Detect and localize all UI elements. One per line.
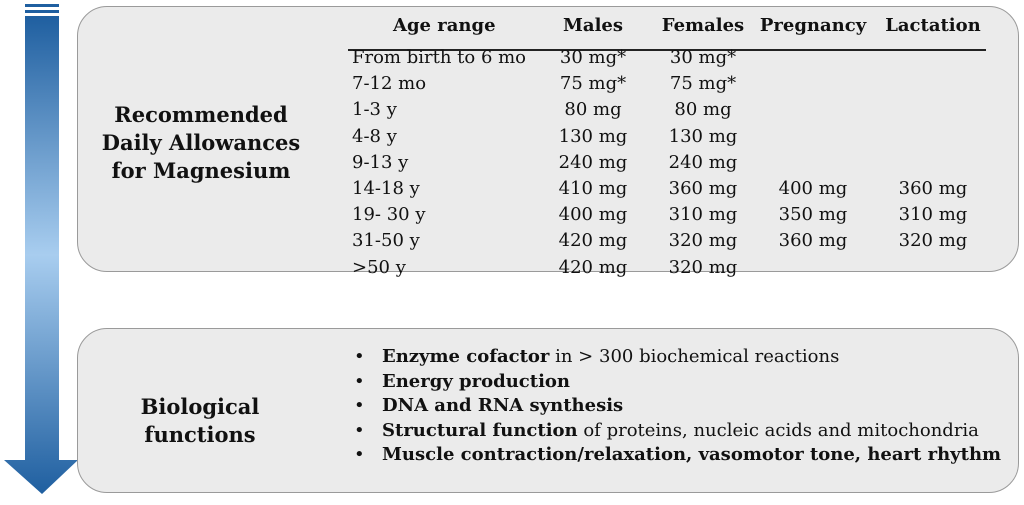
males-cell: 30 mg*: [559, 47, 627, 68]
function-name: DNA and RNA synthesis: [382, 395, 624, 416]
age-cell: 4-8 y: [352, 125, 397, 147]
table-body: From birth to 6 mo 30 mg* 30 mg* 7-12 mo…: [348, 45, 988, 281]
header-divider: [348, 49, 986, 51]
table-row: 31-50 y 420 mg 320 mg 360 mg 320 mg: [348, 228, 988, 254]
age-cell: 1-3 y: [352, 99, 397, 121]
header-pregnancy: Pregnancy: [759, 15, 867, 36]
header-lactation: Lactation: [885, 15, 981, 36]
table-row: 19- 30 y 400 mg 310 mg 350 mg 310 mg: [348, 202, 988, 228]
pregnancy-cell: 350 mg: [778, 204, 848, 226]
females-cell: 320 mg: [668, 230, 738, 252]
rda-title-line: Recommended: [114, 102, 288, 127]
pregnancy-cell: 360 mg: [778, 230, 848, 252]
lactation-cell: 310 mg: [898, 204, 968, 226]
function-name: Structural function: [382, 419, 578, 441]
table-row: From birth to 6 mo 30 mg* 30 mg*: [348, 45, 988, 71]
rda-title-line: for Magnesium: [111, 158, 291, 183]
rda-title: Recommended Daily Allowances for Magnesi…: [98, 101, 304, 185]
header-females: Females: [661, 15, 745, 36]
females-cell: 320 mg: [668, 256, 738, 278]
age-cell: 7-12 mo: [352, 73, 427, 95]
males-cell: 420 mg: [558, 256, 628, 278]
down-arrow-icon: [0, 0, 80, 500]
function-name: Energy production: [382, 370, 571, 392]
function-name: Muscle contraction/relaxation, vasomotor…: [382, 444, 1002, 465]
age-cell: 9-13 y: [352, 151, 409, 173]
function-detail: of proteins, nucleic acids and mitochond…: [577, 419, 979, 441]
rda-title-line: Daily Allowances: [101, 130, 301, 155]
function-detail: in > 300 biochemical reactions: [549, 346, 840, 367]
males-cell: 130 mg: [558, 125, 628, 147]
biological-functions-panel: Biological functions • Enzyme cofactor i…: [77, 328, 1019, 493]
table-row: 7-12 mo 75 mg* 75 mg*: [348, 71, 988, 97]
lactation-cell: 360 mg: [898, 177, 968, 199]
age-cell: 19- 30 y: [352, 204, 426, 226]
females-cell: 310 mg: [668, 204, 738, 226]
table-row: >50 y 420 mg 320 mg: [348, 255, 988, 281]
females-cell: 75 mg*: [669, 73, 737, 95]
header-males: Males: [562, 15, 623, 36]
bullet-icon: •: [354, 346, 365, 367]
males-cell: 400 mg: [558, 204, 628, 226]
males-cell: 80 mg: [564, 99, 622, 121]
age-cell: From birth to 6 mo: [352, 47, 527, 68]
females-cell: 360 mg: [668, 177, 738, 199]
males-cell: 75 mg*: [559, 73, 627, 95]
table-row: 1-3 y 80 mg 80 mg: [348, 97, 988, 123]
table-row: 14-18 y 410 mg 360 mg 400 mg 360 mg: [348, 176, 988, 202]
rda-panel: Recommended Daily Allowances for Magnesi…: [77, 6, 1019, 278]
females-cell: 240 mg: [668, 151, 738, 173]
bullet-icon: •: [354, 419, 365, 441]
males-cell: 420 mg: [558, 230, 628, 252]
age-cell: 14-18 y: [352, 177, 420, 199]
bullet-icon: •: [354, 370, 365, 392]
females-cell: 80 mg: [674, 99, 732, 121]
age-cell: 31-50 y: [352, 230, 420, 252]
bullet-icon: •: [354, 395, 365, 416]
males-cell: 410 mg: [558, 177, 628, 199]
lactation-cell: 320 mg: [898, 230, 968, 252]
males-cell: 240 mg: [558, 151, 628, 173]
bullet-icon: •: [354, 444, 365, 465]
function-name: Enzyme cofactor: [382, 346, 550, 367]
pregnancy-cell: 400 mg: [778, 177, 848, 199]
table-row: 9-13 y 240 mg 240 mg: [348, 150, 988, 176]
biological-functions-title: Biological functions: [140, 394, 260, 447]
females-cell: 130 mg: [668, 125, 738, 147]
females-cell: 30 mg*: [669, 47, 737, 68]
age-cell: >50 y: [352, 256, 406, 278]
header-age-range: Age range: [393, 15, 496, 36]
table-row: 4-8 y 130 mg 130 mg: [348, 124, 988, 150]
